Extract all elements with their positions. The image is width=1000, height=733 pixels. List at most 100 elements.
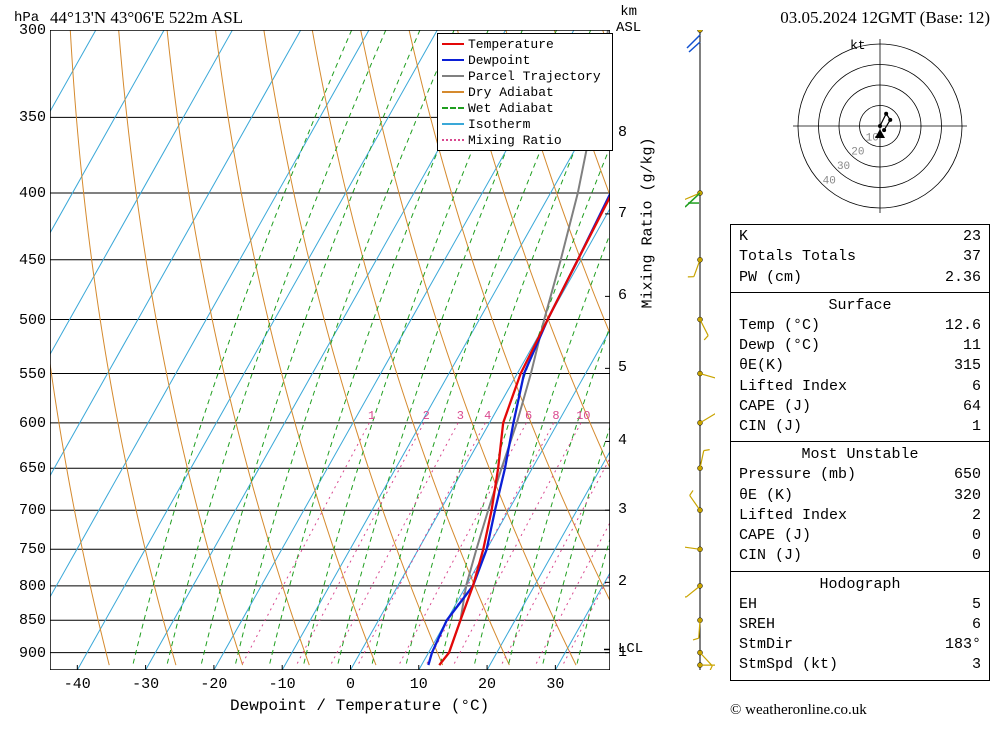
legend-swatch xyxy=(442,75,464,77)
data-value: 6 xyxy=(972,615,981,635)
data-key: Pressure (mb) xyxy=(739,465,856,485)
hodograph-kt-label: kt xyxy=(850,38,866,53)
data-row: Dewp (°C) 11 xyxy=(739,336,981,356)
y-left-tick: 850 xyxy=(12,612,46,629)
data-row: K 23 xyxy=(739,227,981,247)
data-key: K xyxy=(739,227,748,247)
x-tick: 10 xyxy=(410,676,428,693)
indices-table: K 23 Totals Totals 37 PW (cm) 2.36 Surface Te… xyxy=(730,224,990,681)
data-key: Dewp (°C) xyxy=(739,336,820,356)
data-key: CAPE (J) xyxy=(739,526,811,546)
data-row: PW (cm) 2.36 xyxy=(739,268,981,288)
data-key: θE(K) xyxy=(739,356,784,376)
x-axis-title: Dewpoint / Temperature (°C) xyxy=(230,697,489,715)
y-left-tick: 650 xyxy=(12,460,46,477)
x-tick: -40 xyxy=(64,676,91,693)
data-value: 315 xyxy=(954,356,981,376)
legend-row: Temperature xyxy=(440,36,610,52)
data-row: EH5 xyxy=(739,595,981,615)
data-row: SREH 6 xyxy=(739,615,981,635)
svg-text:20: 20 xyxy=(851,147,864,159)
data-key: Totals Totals xyxy=(739,247,856,267)
legend-swatch xyxy=(442,43,464,45)
legend-swatch xyxy=(442,123,464,125)
mu-header: Most Unstable xyxy=(739,444,981,465)
data-value: 37 xyxy=(963,247,981,267)
svg-text:3: 3 xyxy=(457,409,464,423)
legend-label: Isotherm xyxy=(468,117,530,132)
y-left-tick: 500 xyxy=(12,312,46,329)
data-key: CIN (J) xyxy=(739,546,802,566)
data-value: 0 xyxy=(972,546,981,566)
legend-label: Temperature xyxy=(468,37,554,52)
legend-row: Dry Adiabat xyxy=(440,84,610,100)
hodograph: 10203040 xyxy=(730,38,985,213)
x-tick: -10 xyxy=(269,676,296,693)
data-value: 183° xyxy=(945,635,981,655)
data-key: StmDir xyxy=(739,635,793,655)
x-tick: -30 xyxy=(132,676,159,693)
data-value: 11 xyxy=(963,336,981,356)
y-right-top-unit: kmASL xyxy=(616,4,641,36)
data-key: CAPE (J) xyxy=(739,397,811,417)
y-right-tick: 4 xyxy=(618,432,627,449)
legend-label: Mixing Ratio xyxy=(468,133,562,148)
data-row: CIN (J) 0 xyxy=(739,546,981,566)
data-value: 12.6 xyxy=(945,316,981,336)
date-title: 03.05.2024 12GMT (Base: 12) xyxy=(780,8,990,28)
x-tick: 0 xyxy=(346,676,355,693)
svg-text:1: 1 xyxy=(368,409,375,423)
svg-text:10: 10 xyxy=(576,409,590,423)
svg-text:10: 10 xyxy=(866,132,879,144)
data-value: 64 xyxy=(963,397,981,417)
y-right-title: Mixing Ratio (g/kg) xyxy=(640,137,657,308)
y-right-tick: 2 xyxy=(618,573,627,590)
data-key: θE (K) xyxy=(739,486,793,506)
data-key: Lifted Index xyxy=(739,506,847,526)
data-row: CAPE (J) 64 xyxy=(739,397,981,417)
data-row: Lifted Index2 xyxy=(739,506,981,526)
data-value: 23 xyxy=(963,227,981,247)
svg-text:8: 8 xyxy=(552,409,559,423)
data-key: SREH xyxy=(739,615,775,635)
svg-text:6: 6 xyxy=(525,409,532,423)
data-value: 6 xyxy=(972,377,981,397)
legend-label: Dewpoint xyxy=(468,53,530,68)
legend: TemperatureDewpointParcel TrajectoryDry … xyxy=(437,33,613,151)
surface-header: Surface xyxy=(739,295,981,316)
data-row: CAPE (J)0 xyxy=(739,526,981,546)
data-key: Temp (°C) xyxy=(739,316,820,336)
data-key: StmSpd (kt) xyxy=(739,655,838,675)
svg-text:40: 40 xyxy=(823,175,836,187)
data-value: 320 xyxy=(954,486,981,506)
svg-text:4: 4 xyxy=(484,409,491,423)
legend-swatch xyxy=(442,91,464,93)
data-row: Temp (°C) 12.6 xyxy=(739,316,981,336)
legend-label: Parcel Trajectory xyxy=(468,69,601,84)
svg-text:30: 30 xyxy=(837,161,850,173)
wind-barb-column xyxy=(685,30,715,670)
lcl-label: LCL xyxy=(618,641,643,657)
y-right-tick: 3 xyxy=(618,501,627,518)
y-left-tick: 550 xyxy=(12,366,46,383)
legend-swatch xyxy=(442,107,464,109)
x-tick: 30 xyxy=(546,676,564,693)
data-row: CIN (J)1 xyxy=(739,417,981,437)
data-row: θE (K) 320 xyxy=(739,486,981,506)
data-value: 2.36 xyxy=(945,268,981,288)
y-right-tick: 8 xyxy=(618,124,627,141)
data-row: StmDir 183° xyxy=(739,635,981,655)
legend-row: Dewpoint xyxy=(440,52,610,68)
y-left-tick: 400 xyxy=(12,185,46,202)
data-row: StmSpd (kt)3 xyxy=(739,655,981,675)
data-row: θE(K) 315 xyxy=(739,356,981,376)
svg-text:2: 2 xyxy=(423,409,430,423)
y-left-tick: 450 xyxy=(12,252,46,269)
data-row: Totals Totals 37 xyxy=(739,247,981,267)
y-left-tick: 700 xyxy=(12,502,46,519)
y-left-tick: 300 xyxy=(12,22,46,39)
chart-title: 44°13'N 43°06'E 522m ASL xyxy=(50,8,243,28)
y-left-tick: 750 xyxy=(12,541,46,558)
data-key: PW (cm) xyxy=(739,268,802,288)
y-right-tick: 7 xyxy=(618,205,627,222)
